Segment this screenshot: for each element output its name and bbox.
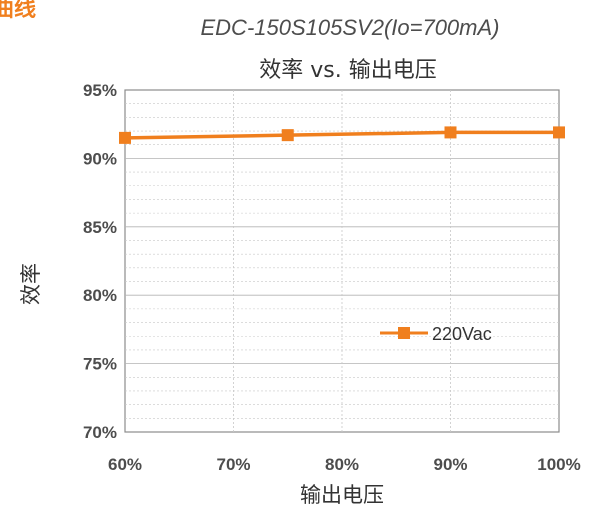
y-tick-label: 85% — [83, 218, 117, 237]
y-tick-label: 90% — [83, 149, 117, 168]
plot-frame — [124, 89, 560, 433]
x-tick-labels: 60% 70% 80% 90% 100% — [108, 455, 581, 474]
x-tick-label: 90% — [433, 455, 467, 474]
x-axis-label: 输出电压 — [300, 483, 384, 507]
y-tick-label: 80% — [83, 286, 117, 305]
data-point-marker — [553, 126, 565, 139]
x-tick-label: 80% — [325, 455, 359, 474]
x-tick-label: 70% — [216, 455, 250, 474]
y-tick-labels: 95% 90% 85% 80% 75% 70% — [83, 81, 117, 442]
y-tick-label: 70% — [83, 423, 117, 442]
data-point-marker — [119, 131, 131, 144]
legend-label: 220Vac — [432, 324, 492, 344]
y-tick-label: 75% — [83, 355, 117, 374]
major-gridlines — [125, 90, 559, 432]
chart-subtitle: EDC-150S105SV2(Io=700mA) — [201, 15, 500, 40]
series-line — [124, 130, 559, 140]
y-tick-label: 95% — [83, 81, 117, 100]
legend: 220Vac — [380, 324, 492, 344]
series-layer — [119, 126, 565, 144]
plot-area — [119, 89, 565, 433]
y-axis-label: 效率 — [19, 263, 43, 305]
legend-marker — [398, 327, 410, 339]
x-tick-label: 60% — [108, 455, 142, 474]
data-point-marker — [281, 129, 294, 142]
corner-title-fragment: 曲线 — [0, 0, 36, 22]
x-tick-label: 100% — [537, 455, 580, 474]
chart-title: 效率 vs. 输出电压 — [259, 58, 436, 83]
data-point-marker — [444, 126, 457, 139]
